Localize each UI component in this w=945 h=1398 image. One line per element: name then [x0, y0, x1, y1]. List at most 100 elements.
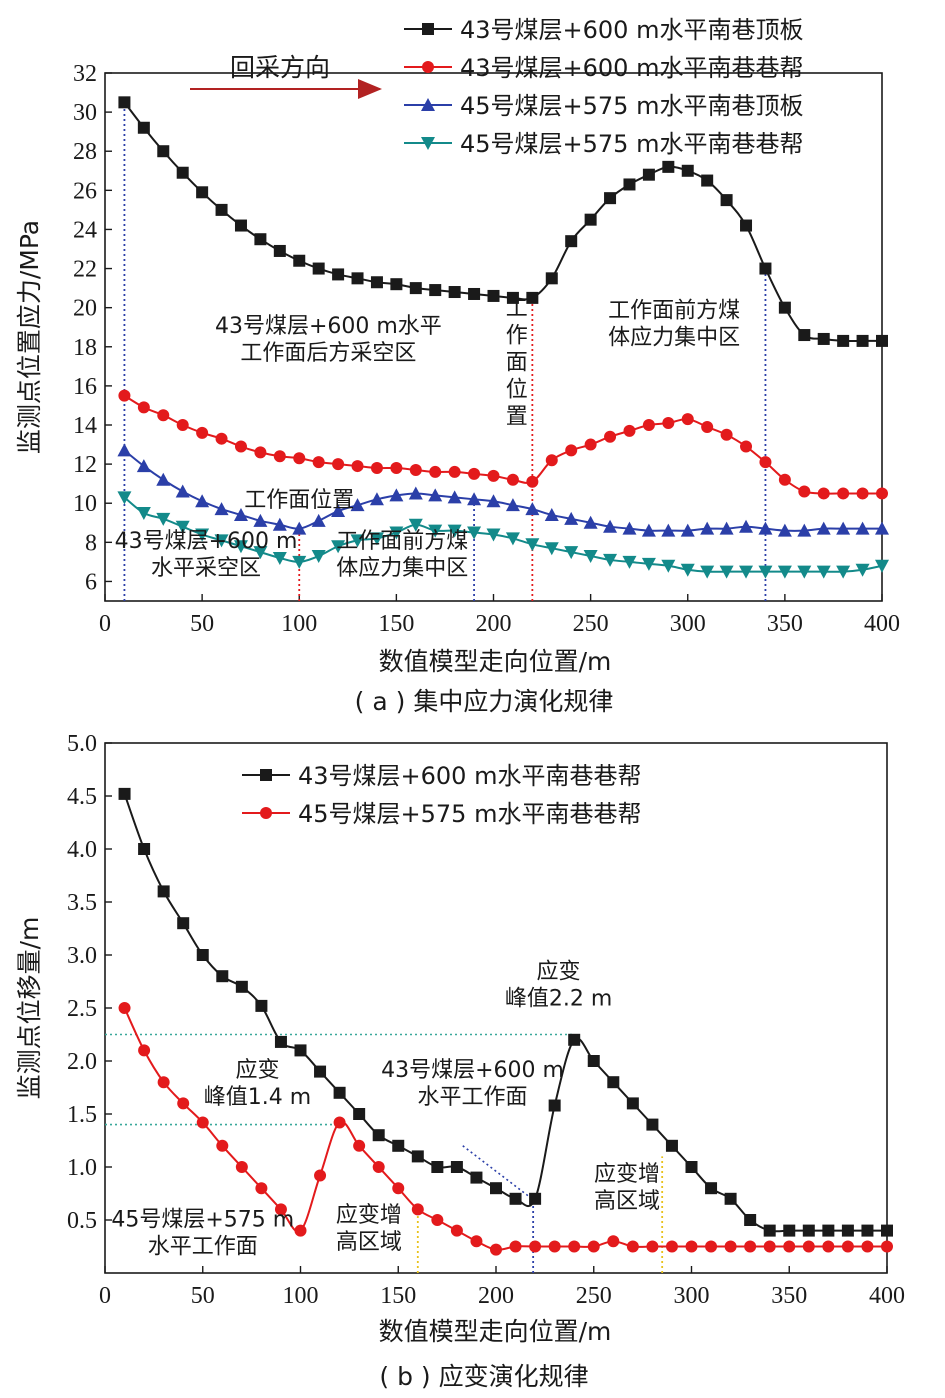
series-line [123, 793, 887, 1233]
data-point [855, 563, 870, 577]
data-point [196, 949, 209, 961]
data-point [137, 121, 150, 134]
data-point [157, 409, 170, 422]
data-point [861, 1224, 874, 1237]
data-point [447, 490, 462, 504]
data-point [720, 428, 733, 441]
data-point [254, 446, 267, 459]
x-axis-label-a: 数值模型走向位置/m [379, 647, 612, 676]
y-tick-label: 30 [73, 100, 97, 126]
data-point [875, 521, 889, 535]
data-point [856, 487, 869, 500]
data-point [273, 450, 286, 463]
y-tick-label: 4.0 [67, 837, 97, 863]
legend-label: 43号煤层+600 m水平南巷巷帮 [298, 762, 641, 790]
data-point [273, 244, 286, 257]
data-point [253, 546, 268, 560]
data-point [646, 1240, 659, 1253]
data-point [548, 1240, 561, 1253]
y-tick-label: 6 [85, 569, 97, 595]
annotation-line: 体应力集中区 [608, 325, 740, 350]
data-point [529, 1240, 542, 1253]
data-point [587, 1240, 600, 1253]
data-point [626, 1240, 639, 1253]
data-point [157, 145, 170, 158]
data-point [604, 192, 617, 205]
data-point [389, 526, 404, 540]
annotation-line: 工作面后方采空区 [240, 341, 416, 366]
data-point [783, 1224, 796, 1237]
y-tick-label: 24 [73, 217, 97, 243]
data-point [568, 1033, 581, 1046]
data-point [816, 565, 831, 579]
data-point [447, 524, 462, 538]
data-point [333, 1086, 346, 1099]
data-point [490, 1243, 502, 1256]
data-point [118, 389, 131, 402]
annotation-line: 水平工作面 [418, 1085, 528, 1110]
y-axis-label-b: 监测点位移量/m [15, 917, 44, 1100]
data-point [526, 475, 539, 488]
data-point [777, 565, 792, 579]
data-point [370, 462, 383, 475]
data-point [685, 1240, 698, 1253]
x-tick-label: 300 [674, 1283, 710, 1309]
data-point [798, 485, 811, 498]
x-tick-label: 350 [771, 1283, 807, 1309]
data-point [525, 502, 540, 516]
data-point [622, 555, 637, 569]
data-point [369, 532, 384, 546]
data-point [431, 1214, 444, 1226]
data-point [175, 484, 190, 498]
annotation-line: 应变 [235, 1058, 279, 1083]
x-tick-label: 200 [476, 611, 512, 637]
series-group-a [117, 96, 889, 579]
x-tick-label: 400 [869, 1283, 905, 1309]
data-point [861, 1240, 874, 1253]
annotation-label: 工作面位置 [506, 296, 528, 429]
data-point [389, 488, 404, 502]
annotation-line: 高区域 [594, 1189, 660, 1214]
data-point [331, 504, 346, 518]
data-point [274, 1035, 287, 1048]
data-point [312, 262, 325, 275]
data-point [856, 334, 869, 347]
annotation-line: 位 [506, 377, 528, 402]
annotation-label: 43号煤层+600 m 水平工作面 [381, 1058, 564, 1110]
annotation-line: 高区域 [336, 1230, 402, 1255]
data-point [642, 419, 655, 431]
data-point [196, 426, 209, 439]
data-point [584, 438, 597, 451]
data-point [467, 526, 482, 540]
data-point [700, 565, 715, 579]
data-point [490, 1182, 502, 1195]
data-point [117, 443, 132, 457]
data-point [450, 1161, 463, 1173]
data-point [392, 1139, 405, 1152]
data-point [294, 1044, 307, 1057]
data-point [739, 519, 754, 533]
data-point [778, 301, 791, 314]
annotation-line: 体应力集中区 [336, 556, 468, 581]
y-tick-label: 16 [73, 374, 97, 400]
data-point [195, 528, 210, 542]
annotation-line: 作 [506, 323, 528, 348]
annotations-a: 43号煤层+600 m水平工作面后方采空区工作面位置工作面前方煤体应力集中区工作… [115, 296, 741, 581]
data-point [837, 334, 850, 347]
data-point [777, 523, 792, 537]
data-point [429, 284, 442, 297]
data-point [583, 515, 598, 529]
data-point [294, 1224, 307, 1237]
annotation-label: 应变峰值2.2 m [505, 959, 612, 1011]
annotation-label: 工作面前方煤体应力集中区 [336, 529, 468, 581]
annotation-line: 应变 [537, 959, 581, 984]
data-point [661, 523, 676, 537]
data-point [448, 286, 461, 299]
data-point [700, 521, 715, 535]
data-point [607, 1235, 620, 1248]
b-series-0 [118, 787, 893, 1237]
data-point [505, 498, 520, 512]
data-point [506, 291, 519, 304]
data-point [351, 272, 364, 285]
data-point [157, 885, 170, 898]
